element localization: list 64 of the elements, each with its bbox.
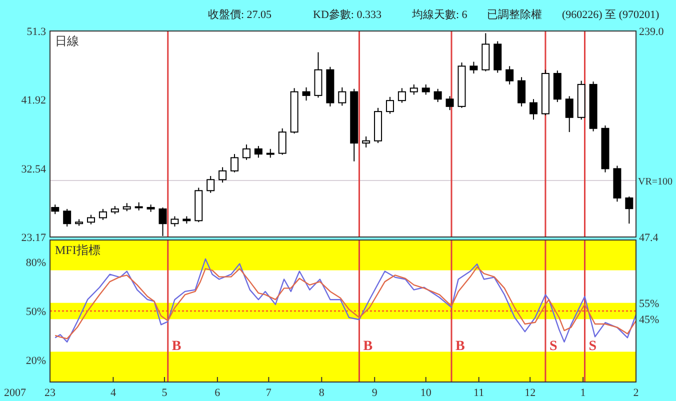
y-tick-label: 51.3 (26, 26, 46, 38)
text: KD參數: 0.333 (313, 8, 382, 21)
candlestick (158, 206, 167, 237)
candlestick (218, 166, 227, 184)
text: (960226) 至 (970201) (562, 9, 660, 21)
x-tick-label: 4 (110, 387, 116, 399)
candlestick (625, 196, 634, 224)
candlestick (254, 145, 262, 158)
x-tick-label: 10 (420, 387, 432, 399)
x-tick-label: 2 (633, 387, 639, 399)
candlestick (87, 214, 96, 225)
x-tick-label: 7 (266, 387, 272, 399)
chart-title: MFI指標 (55, 243, 100, 257)
candlestick (278, 128, 286, 156)
candlestick (529, 98, 538, 120)
x-tick-label: 1 (580, 387, 586, 399)
y2-tick-label: 239.0 (639, 26, 664, 38)
x-tick-label: 6 (214, 387, 221, 399)
ref-line-label: B (363, 339, 373, 354)
y2-tick-label: 47.4 (639, 232, 659, 244)
x-tick-label: 23 (44, 387, 56, 399)
candlestick (230, 154, 239, 173)
candlestick (302, 86, 310, 102)
text: 2007 (4, 387, 26, 399)
y-tick-label: 41.92 (21, 94, 46, 107)
ref-line-label: B (172, 339, 182, 354)
x-tick-label: 12 (524, 387, 536, 399)
candlestick (51, 204, 60, 215)
x-tick-label: 5 (162, 387, 168, 399)
candlestick (506, 66, 514, 85)
y-tick-label: 50% (26, 306, 46, 318)
text: 已調整除權 (487, 8, 542, 21)
candlestick (565, 96, 574, 133)
candlestick (470, 61, 478, 74)
x-tick-label: 8 (318, 387, 325, 399)
candlestick (518, 76, 526, 107)
candlestick (242, 144, 250, 160)
text: 收盤價: 27.05 (208, 9, 272, 21)
ref-line-label: S (549, 339, 558, 354)
y-tick-label: 32.54 (21, 163, 46, 176)
candlestick (410, 84, 418, 96)
y-tick-label: 80% (26, 257, 46, 270)
x-tick-label: 9 (372, 387, 378, 399)
candlestick (422, 84, 430, 96)
candlestick (170, 216, 179, 228)
y-tick-label: 23.17 (21, 232, 46, 244)
y-tick-label: 20% (26, 354, 46, 367)
candlestick (434, 88, 442, 103)
y2-tick-label: 55% (639, 298, 660, 310)
candlestick (98, 208, 107, 220)
ref-line-label: VR=100 (638, 176, 673, 188)
candlestick (386, 96, 394, 114)
candlestick (362, 136, 370, 148)
text: 均線天數: 6 (411, 9, 468, 21)
ref-line-label: S (588, 339, 597, 354)
ref-line-label: B (455, 339, 465, 354)
chart-title: 日線 (55, 34, 79, 48)
candlestick (206, 176, 215, 194)
candlestick (398, 88, 406, 104)
y2-tick-label: 45% (639, 314, 660, 326)
candlestick (338, 86, 346, 106)
candlestick (446, 96, 454, 111)
candlestick (63, 208, 72, 228)
x-tick-label: 11 (474, 387, 484, 399)
